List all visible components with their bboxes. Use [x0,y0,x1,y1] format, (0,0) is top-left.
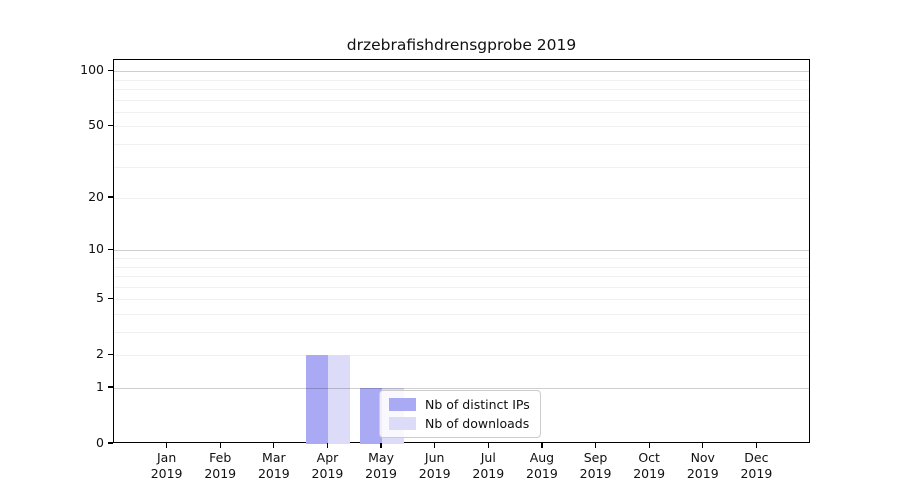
minor-gridline [114,99,809,101]
minor-gridline [114,286,809,288]
y-tick-mark [108,248,113,250]
minor-gridline [114,299,809,301]
minor-gridline [114,257,809,259]
minor-gridline [114,266,809,268]
x-tick-label: Feb 2019 [204,450,237,481]
bar-may-series0 [360,388,383,444]
legend-swatch-distinct-ips [389,398,416,411]
y-tick-label: 5 [96,290,104,306]
y-tick-label: 20 [88,189,104,205]
x-tick-label: Jul 2019 [472,450,505,481]
x-tick-label: Dec 2019 [740,450,773,481]
bar-apr-series1 [328,355,351,444]
x-tick-label: Apr 2019 [311,450,344,481]
legend-item: Nb of distinct IPs [389,397,530,412]
major-gridline [114,250,809,252]
y-tick-mark [108,353,113,355]
minor-gridline [114,276,809,278]
x-tick-label: Aug 2019 [526,450,558,481]
minor-gridline [114,126,809,128]
y-tick-label: 10 [88,241,104,257]
x-tick-mark [273,443,275,448]
minor-gridline [114,111,809,113]
y-tick-mark [108,124,113,126]
major-gridline [114,388,809,389]
x-tick-label: May 2019 [365,450,397,481]
plot-area [113,59,810,444]
x-tick-mark [541,443,543,448]
y-tick-label: 1 [96,379,104,394]
y-tick-mark [108,442,113,444]
y-tick-label: 0 [96,435,104,450]
minor-gridline [114,89,809,90]
x-tick-mark [219,443,221,448]
y-tick-label: 2 [96,346,104,362]
x-tick-mark [380,443,382,448]
x-tick-label: Mar 2019 [257,450,290,481]
minor-gridline [114,332,809,333]
minor-gridline [114,79,809,81]
bar-apr-series0 [306,355,329,444]
x-tick-mark [487,443,489,448]
x-tick-label: Nov 2019 [686,450,719,481]
legend-item: Nb of downloads [389,416,530,431]
legend-swatch-downloads [389,417,416,430]
x-tick-label: Sep 2019 [579,450,612,481]
x-tick-mark [648,443,650,448]
y-tick-mark [108,69,113,71]
minor-gridline [114,144,809,145]
x-tick-label: Oct 2019 [633,450,666,481]
y-tick-label: 50 [88,117,104,133]
y-tick-mark [108,386,113,388]
x-tick-mark [755,443,757,448]
legend-label-distinct-ips: Nb of distinct IPs [425,397,530,412]
x-tick-mark [166,443,168,448]
x-tick-mark [702,443,704,448]
legend: Nb of distinct IPs Nb of downloads [379,390,541,438]
minor-gridline [114,355,809,357]
x-tick-label: Jan 2019 [150,450,183,481]
y-tick-mark [108,196,113,198]
x-tick-mark [594,443,597,448]
minor-gridline [114,313,809,315]
minor-gridline [114,166,809,168]
legend-label-downloads: Nb of downloads [425,416,530,431]
major-gridline [114,71,809,73]
y-tick-mark [108,297,113,299]
x-tick-mark [326,443,329,448]
minor-gridline [114,198,809,200]
x-tick-mark [434,443,436,448]
x-tick-label: Jun 2019 [418,450,451,481]
y-tick-label: 100 [80,62,104,78]
chart-title: drzebrafishdrensgprobe 2019 [346,36,577,54]
